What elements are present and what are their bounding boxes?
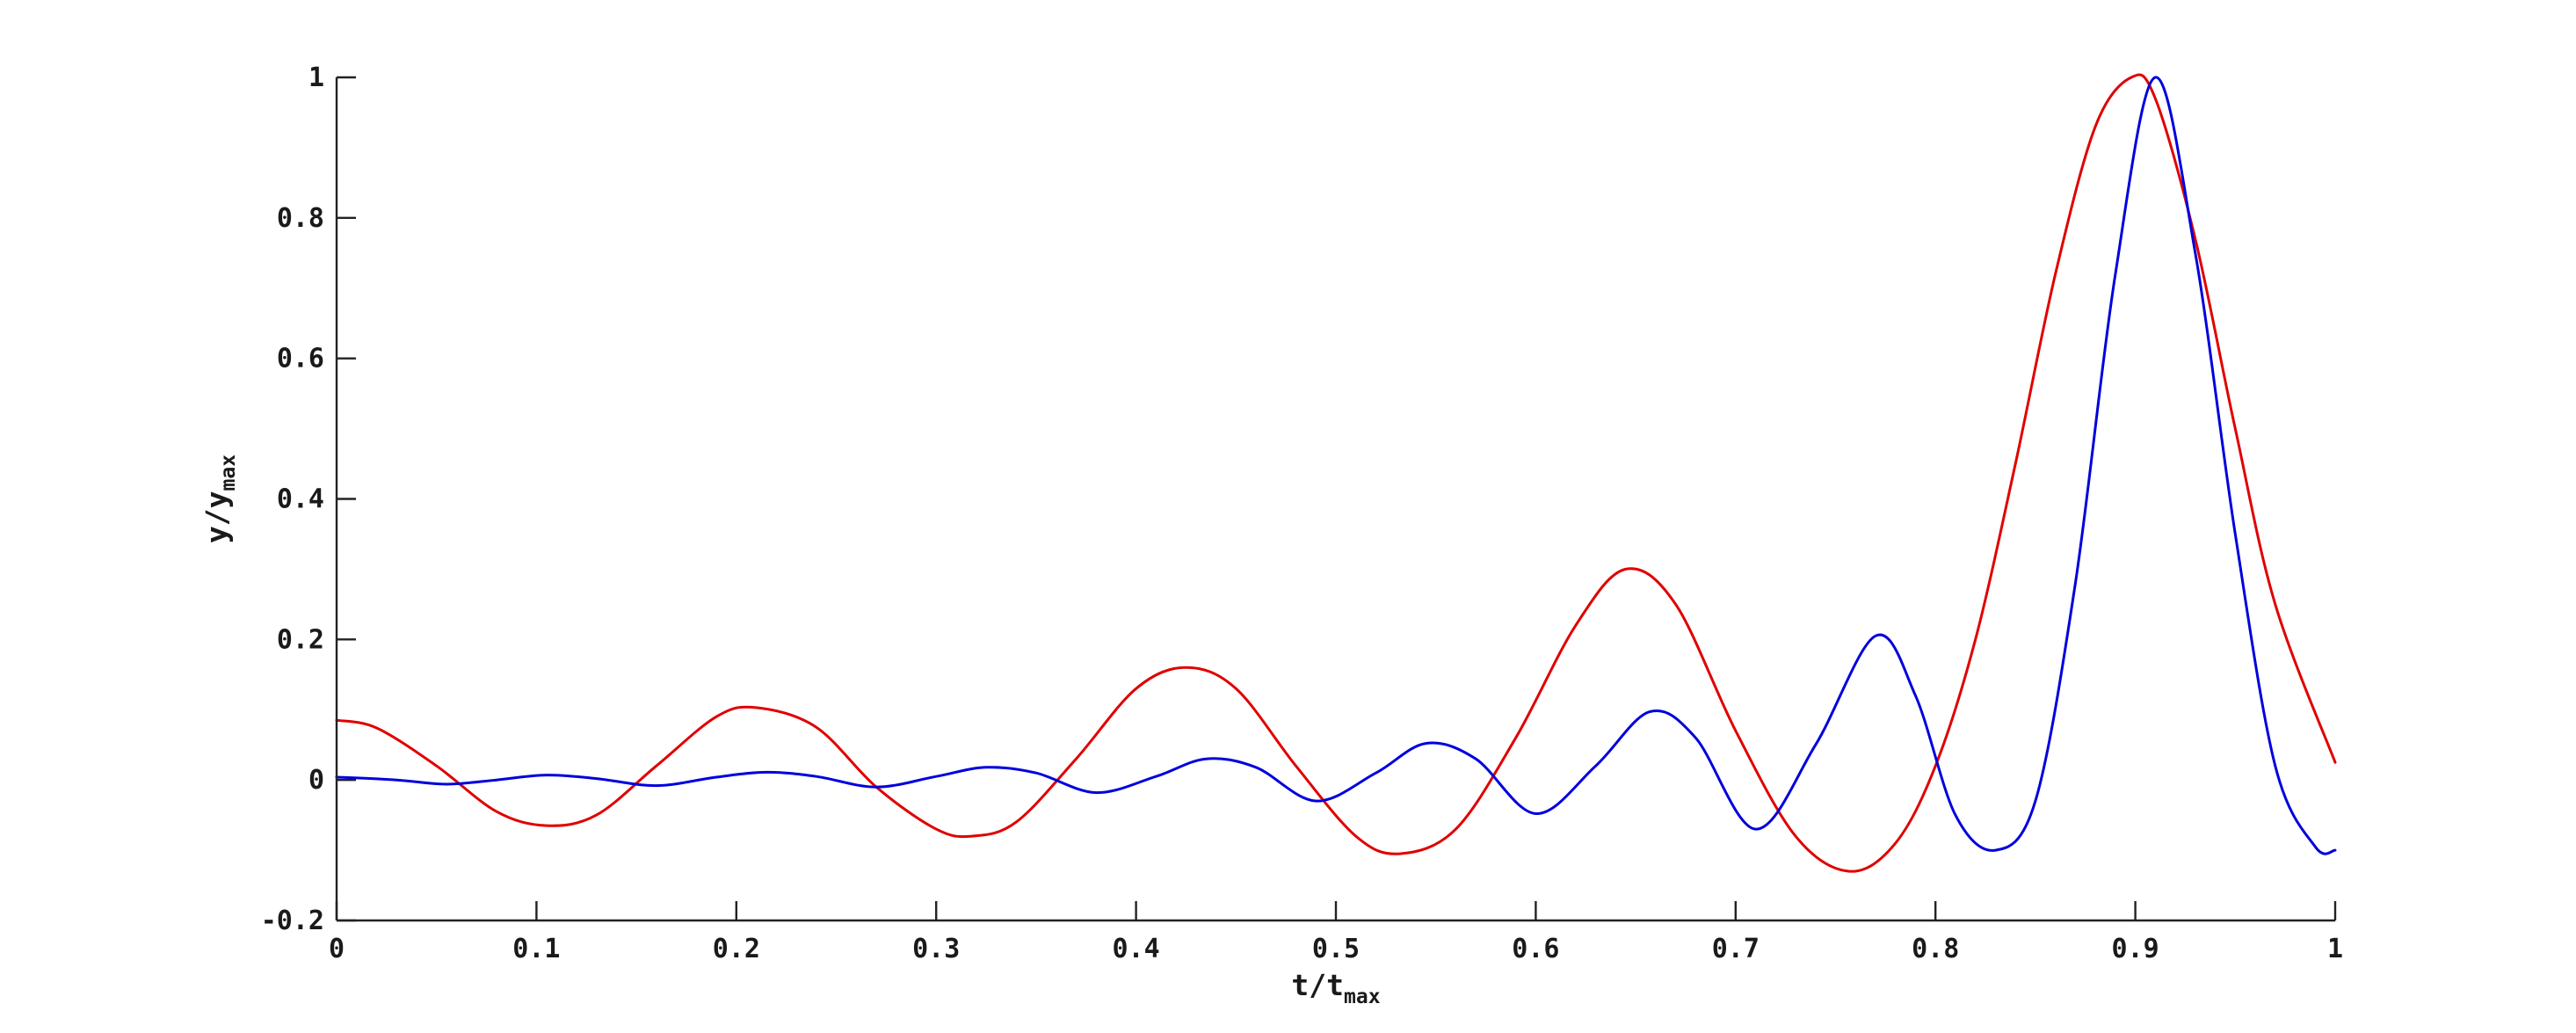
x-tick-label: 0.2 xyxy=(713,934,760,964)
x-axis-label-base: t/t xyxy=(1291,968,1344,1002)
x-tick-label: 0.6 xyxy=(1512,934,1559,964)
x-tick-label: 0.9 xyxy=(2112,934,2159,964)
y-tick-label: 0 xyxy=(308,765,324,796)
series-line-red xyxy=(335,73,2337,873)
y-tick-label: -0.2 xyxy=(261,906,324,936)
x-axis-label-subscript: max xyxy=(1344,986,1381,1008)
x-tick-label: 0.5 xyxy=(1312,934,1360,964)
y-axis-ticks: -0.2 0 0.2 0.4 0.6 0.8 1 xyxy=(261,62,356,936)
x-axis-label: t/tmax xyxy=(1291,968,1380,1008)
y-tick-label: 1 xyxy=(308,62,324,93)
y-axis-label-base: y/y xyxy=(200,491,234,543)
y-axis-label-subscript: max xyxy=(217,455,240,491)
axes-layer xyxy=(335,77,2335,922)
series-layer xyxy=(335,73,2337,873)
y-axis-label: y/ymax xyxy=(200,455,240,543)
y-tick-label: 0.4 xyxy=(277,484,324,515)
x-tick-label: 0.4 xyxy=(1113,934,1160,964)
y-tick-label: 0.2 xyxy=(277,624,324,655)
x-tick-label: 0.1 xyxy=(512,934,560,964)
y-tick-label: 0.8 xyxy=(277,203,324,234)
x-axis-ticks: 0 0.1 0.2 0.3 0.4 0.5 0.6 0.7 0.8 0.9 1 xyxy=(329,901,2343,964)
series-line-blue xyxy=(335,76,2337,855)
x-tick-label: 0.3 xyxy=(912,934,960,964)
x-tick-label: 0 xyxy=(329,934,345,964)
y-tick-label: 0.6 xyxy=(277,344,324,375)
x-tick-label: 0.8 xyxy=(1912,934,1959,964)
x-tick-label: 0.7 xyxy=(1712,934,1760,964)
x-tick-label: 1 xyxy=(2327,934,2343,964)
